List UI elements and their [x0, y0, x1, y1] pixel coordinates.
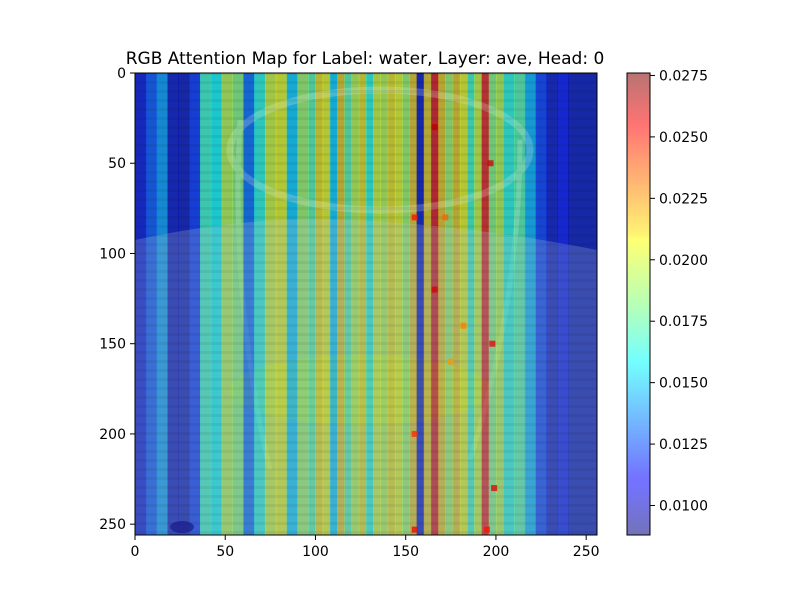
attention-hotspot: [460, 322, 467, 329]
colorbar-tick-label: 0.0125: [659, 437, 708, 453]
y-tick-label: 100: [99, 246, 126, 262]
y-axis: 0 50 100 150 200 250: [99, 66, 135, 533]
colorbar: 0.0100 0.0125 0.0150 0.0175 0.0200 0.0225 0.02…: [626, 68, 708, 536]
attention-hotspot: [483, 526, 490, 533]
attention-hotspots: [411, 124, 498, 533]
x-tick-label: 250: [573, 544, 600, 560]
x-tick-label: 100: [302, 544, 329, 560]
attention-hotspot: [411, 430, 418, 437]
chart-title: RGB Attention Map for Label: water, Laye…: [126, 49, 605, 69]
attention-hotspot: [431, 124, 438, 131]
colorbar-ticks: 0.0100 0.0125 0.0150 0.0175 0.0200 0.0225 0.02…: [650, 68, 708, 515]
x-tick-label: 50: [216, 544, 234, 560]
x-axis: 0 50 100 150 200 250: [131, 535, 600, 560]
heatmap-plot-area: [135, 73, 597, 535]
colorbar-tick-label: 0.0275: [659, 68, 708, 84]
y-tick-label: 0: [117, 66, 126, 82]
row-texture: [135, 73, 597, 535]
colorbar-tick-label: 0.0150: [659, 376, 708, 392]
attention-hotspot: [411, 526, 418, 533]
y-tick-label: 200: [99, 427, 126, 443]
attention-hotspot: [491, 485, 498, 492]
colorbar-tick-label: 0.0200: [659, 253, 708, 269]
colorbar-tick-label: 0.0100: [659, 499, 708, 515]
colorbar-tick-label: 0.0250: [659, 130, 708, 146]
attention-hotspot: [489, 340, 496, 347]
colorbar-frame: [626, 72, 651, 536]
dark-spot: [170, 521, 194, 533]
attention-hotspot: [447, 358, 454, 365]
x-tick-label: 150: [392, 544, 419, 560]
y-tick-label: 50: [108, 156, 126, 172]
colorbar-tick-label: 0.0225: [659, 191, 708, 207]
attention-hotspot: [487, 160, 494, 167]
plot-frame: [134, 72, 598, 536]
attention-hotspot: [411, 214, 418, 221]
attention-hotspot: [442, 214, 449, 221]
x-tick-label: 200: [483, 544, 510, 560]
colorbar-gradient: [627, 73, 650, 535]
colorbar-tick-label: 0.0175: [659, 314, 708, 330]
attention-hotspot: [431, 286, 438, 293]
y-tick-label: 250: [99, 517, 126, 533]
y-tick-label: 150: [99, 337, 126, 353]
x-tick-label: 0: [131, 544, 140, 560]
